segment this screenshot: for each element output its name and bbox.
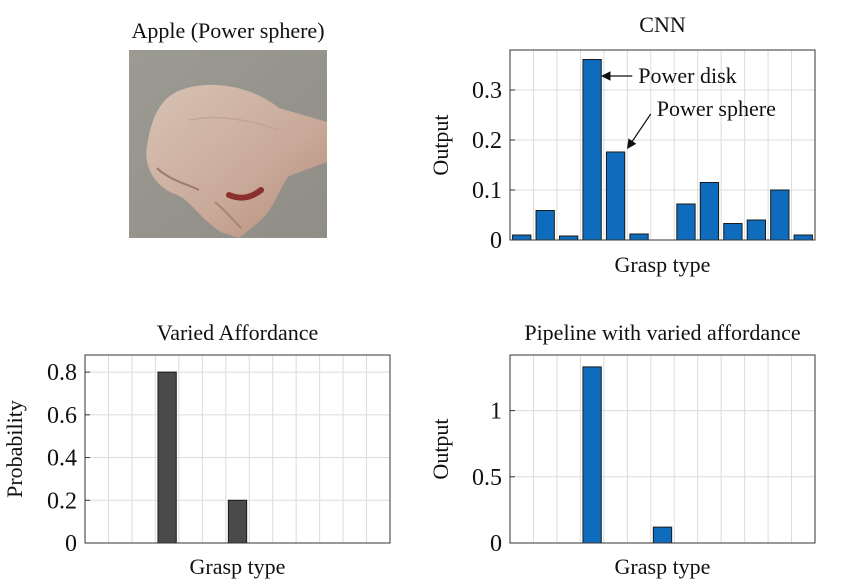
y-axis-label: Output	[428, 114, 453, 175]
y-axis-label: Probability	[2, 400, 27, 498]
bar-0	[512, 234, 532, 241]
plot-area-frame	[84, 354, 391, 544]
y-tick-label: 0.2	[472, 128, 502, 154]
x-axis-label: Grasp type	[615, 252, 711, 277]
bar-8	[699, 182, 720, 241]
bar-10	[746, 219, 766, 241]
bar-6	[652, 526, 673, 544]
chart-title: Varied Affordance	[157, 320, 318, 345]
bar-7	[676, 203, 696, 241]
varied-affordance-chart-panel: 0 0.2 0.4 0.6 0.8 Varied Affordance Grasp type…	[0, 318, 420, 586]
bar-3	[582, 366, 602, 544]
bar-3	[157, 371, 177, 544]
annotation-label: Power disk	[638, 63, 736, 88]
y-tick-label: 0	[65, 531, 77, 557]
hand-illustration	[129, 50, 327, 238]
varied-chart-svg: 0 0.2 0.4 0.6 0.8 Varied Affordance Grasp type…	[2, 320, 391, 579]
bar-5	[629, 233, 649, 241]
bar-6	[227, 499, 248, 544]
bar-4	[605, 151, 626, 241]
annotation-label: Power sphere	[657, 96, 776, 121]
bar-11	[770, 189, 790, 241]
y-tick-label: 0.1	[472, 178, 502, 204]
y-tick-label: 0.8	[47, 360, 77, 386]
image-panel-title: Apple (Power sphere)	[131, 18, 325, 43]
y-tick-label: 0.5	[472, 465, 502, 491]
chart-title: Pipeline with varied affordance	[524, 320, 800, 345]
y-tick-label: 0.3	[472, 78, 502, 104]
y-tick-label: 0	[490, 228, 502, 254]
cnn-chart-panel: 0 0.1 0.2 0.3 CNN Grasp type Output Power disk P…	[420, 10, 850, 280]
y-tick-label: 0.2	[47, 488, 77, 514]
x-axis-label: Grasp type	[615, 554, 711, 579]
bar-1	[535, 210, 555, 241]
y-tick-label: 0.4	[47, 446, 77, 472]
apple-hand-photo	[129, 50, 327, 238]
bar-2	[559, 235, 579, 241]
y-tick-label: 1	[490, 399, 502, 425]
y-tick-label: 0.6	[47, 403, 77, 429]
bar-12	[793, 234, 813, 241]
plot-area-frame	[509, 49, 816, 241]
chart-title: CNN	[639, 12, 686, 37]
plot-area-frame	[509, 354, 816, 544]
pipeline-chart-svg: 0 0.5 1 Pipeline with varied affordance Gras…	[428, 320, 816, 579]
x-axis-label: Grasp type	[190, 554, 286, 579]
y-axis-label: Output	[428, 418, 453, 479]
pipeline-chart-panel: 0 0.5 1 Pipeline with varied affordance Gras…	[420, 318, 850, 586]
bar-9	[723, 223, 743, 241]
y-tick-label: 0	[490, 531, 502, 557]
annotation-arrow	[627, 113, 652, 149]
cnn-chart-svg: 0 0.1 0.2 0.3 CNN Grasp type Output Power disk P…	[428, 12, 816, 277]
bar-3	[582, 59, 602, 241]
